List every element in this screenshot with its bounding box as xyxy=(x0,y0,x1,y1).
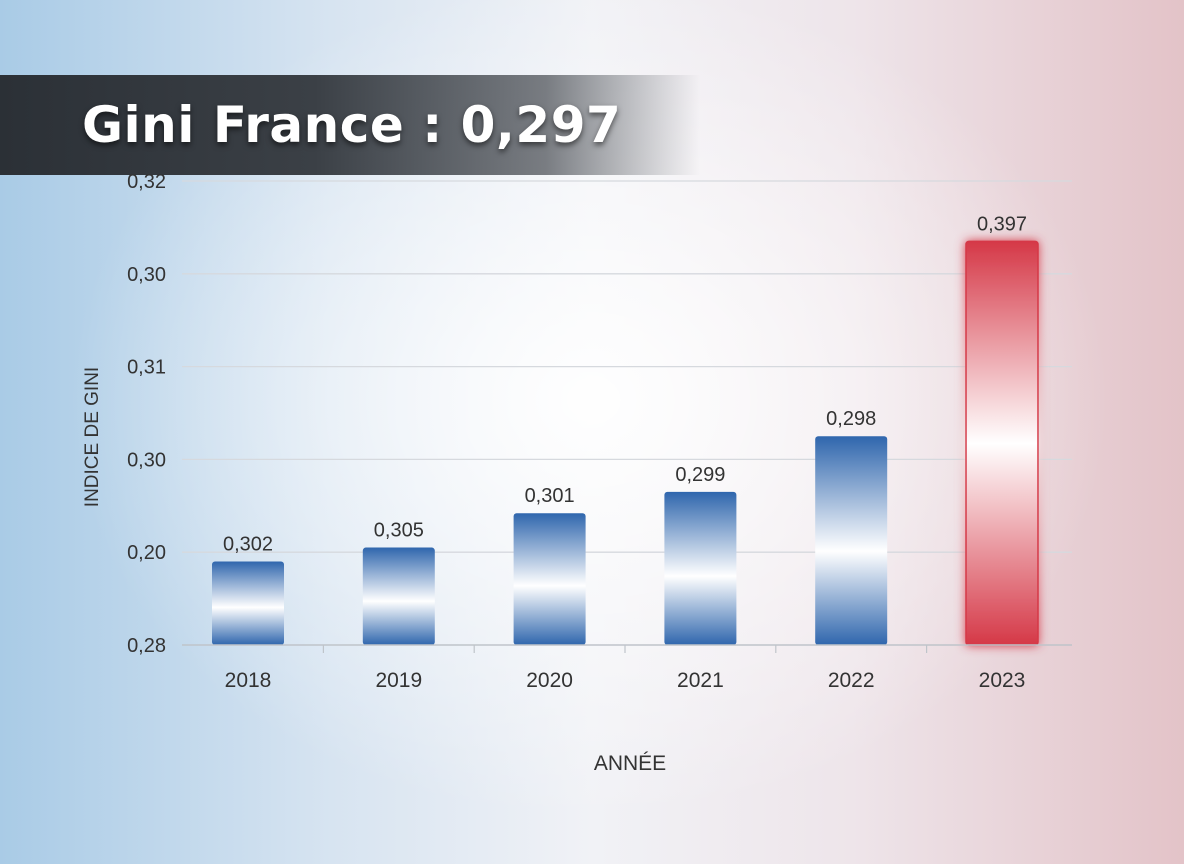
x-axis: 2018 2019 2020 2021 2022 2023 xyxy=(182,644,1072,692)
bar-2020 xyxy=(513,513,586,645)
y-axis-ticks: 0,28 0,20 0,30 0,31 0,30 0,32 xyxy=(127,171,166,657)
y-tick-label: 0,30 xyxy=(127,264,166,286)
y-tick-label: 0,31 xyxy=(127,357,166,379)
bar-2022 xyxy=(815,436,888,645)
data-label-2019: 0,305 xyxy=(374,520,424,542)
y-tick-label: 0,30 xyxy=(127,449,166,471)
x-tick-label-2020: 2020 xyxy=(526,669,573,692)
y-tick-label: 0,28 xyxy=(127,635,166,657)
x-tick-label-2019: 2019 xyxy=(375,669,422,692)
x-tick-label-2023: 2023 xyxy=(979,669,1026,692)
x-tick-label-2021: 2021 xyxy=(677,669,724,692)
bar-2023 xyxy=(965,240,1039,646)
x-tick-label-2018: 2018 xyxy=(225,669,272,692)
y-tick-label: 0,20 xyxy=(127,542,166,564)
x-tick-label-2022: 2022 xyxy=(828,669,875,692)
bar-2019 xyxy=(362,547,435,645)
bar-2018 xyxy=(212,561,284,645)
y-tick-label: 0,32 xyxy=(127,171,166,193)
data-label-2020: 0,301 xyxy=(525,485,575,507)
gridlines xyxy=(182,180,1072,553)
data-label-2021: 0,299 xyxy=(675,464,725,486)
chart-title: Gini France : 0,297 xyxy=(82,96,622,154)
bars: 0,302 0,305 0,301 0,299 0,298 0,397 xyxy=(212,213,1039,646)
data-label-2018: 0,302 xyxy=(223,533,273,555)
bar-2021 xyxy=(664,491,737,645)
data-label-2023: 0,397 xyxy=(977,213,1027,235)
x-axis-title: ANNÉE xyxy=(594,752,666,775)
data-label-2022: 0,298 xyxy=(826,408,876,430)
title-banner: Gini France : 0,297 xyxy=(0,75,700,175)
y-axis-title: INDICE DE GINI xyxy=(82,367,103,507)
